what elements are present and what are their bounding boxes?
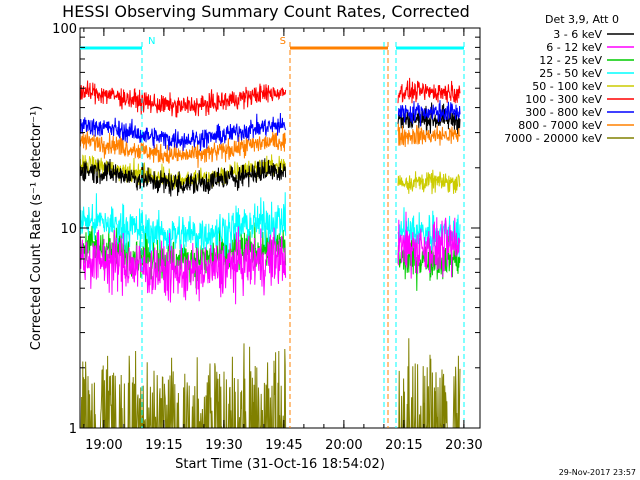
x-tick-label-1: 19:15 [145,438,182,453]
y-tick-label-2: 100 [52,22,77,37]
y-tick-label-1: 10 [60,222,77,237]
legend-label-8: 7000 - 20000 keV [504,132,602,145]
series-line-1-0 [79,226,287,305]
series-line-7-1 [397,123,461,148]
y-axis-label: Corrected Count Rate (s⁻¹ detector⁻¹) [29,106,44,351]
x-tick-label-5: 20:15 [385,438,422,453]
legend-label-1: 6 - 12 keV [546,41,602,54]
series-line-6-0 [79,112,287,152]
legend-label-3: 25 - 50 keV [539,67,602,80]
axes: N S 19:00 19:15 19:30 19:45 20:00 20:15 20:30 1 10… [52,22,482,453]
x-tick-label-0: 19:00 [85,438,122,453]
series-line-6-1 [397,100,461,127]
x-tick-label-2: 19:30 [205,438,242,453]
x-axis-label: Start Time (31-Oct-16 18:54:02) [175,457,385,472]
series-line-3-1 [397,207,461,257]
series-line-0-0 [79,158,287,197]
legend-label-0: 3 - 6 keV [553,28,602,41]
legend-label-6: 300 - 800 keV [525,106,602,119]
chart-title: HESSI Observing Summary Count Rates, Cor… [62,2,470,21]
series-line-4-1 [397,169,461,195]
data-layer [79,77,461,429]
series-line-8-1 [398,338,461,429]
y-tick-label-0: 1 [69,422,77,437]
x-tick-label-3: 19:45 [265,438,302,453]
legend-label-2: 12 - 25 keV [539,54,602,67]
legend-header: Det 3,9, Att 0 [545,13,619,26]
legend-label-4: 50 - 100 keV [532,80,602,93]
x-tick-label-6: 20:30 [445,438,482,453]
series-line-8-0 [80,343,287,429]
series-line-1-1 [397,211,461,279]
marker-label-0: N [148,36,155,47]
legend-label-7: 800 - 7000 keV [518,119,602,132]
series-line-5-0 [79,80,287,118]
x-tick-label-4: 20:00 [325,438,362,453]
series-line-5-1 [397,77,461,104]
legend-label-5: 100 - 300 keV [525,93,602,106]
timestamp: 29-Nov-2017 23:57 [559,468,636,477]
marker-label-1: S [280,36,286,47]
